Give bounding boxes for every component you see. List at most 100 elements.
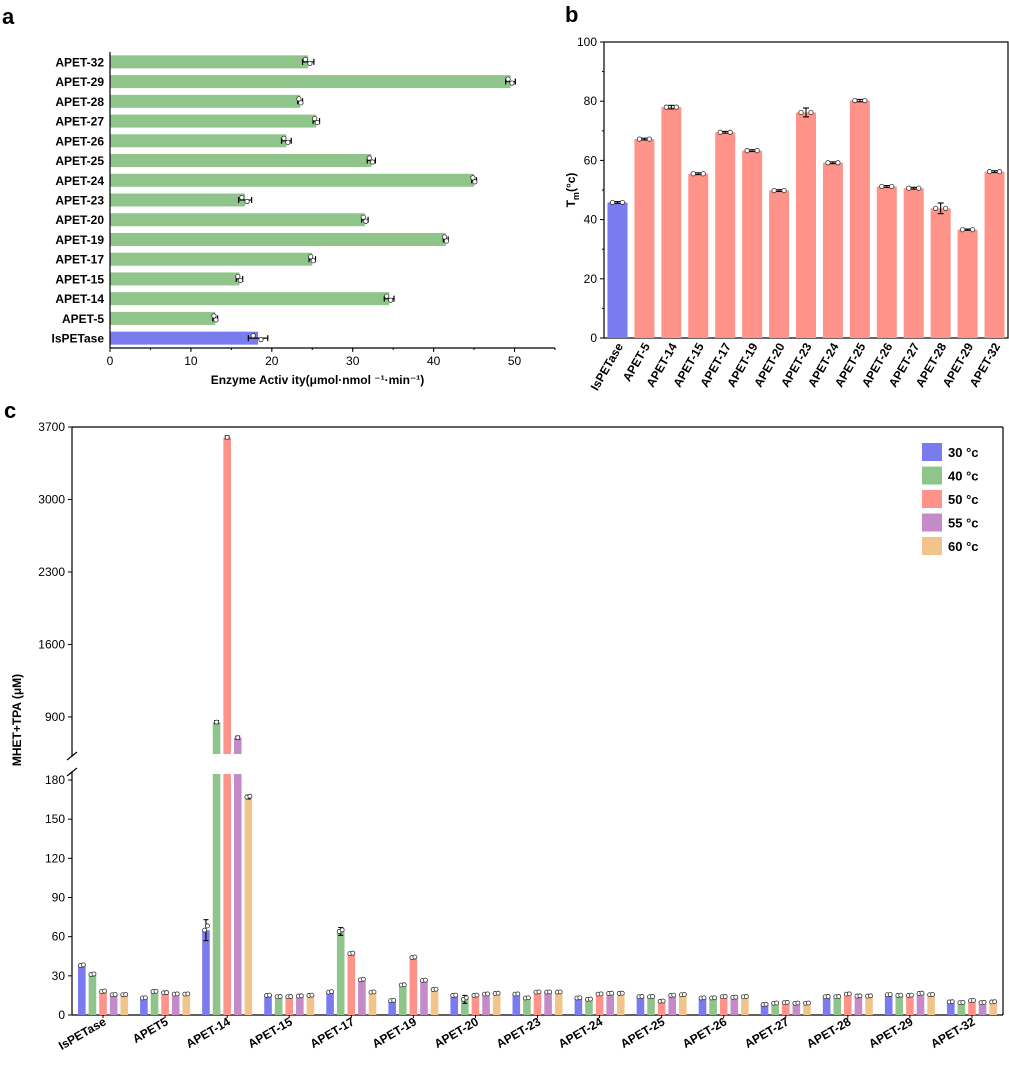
c-point-1-0 bbox=[91, 971, 97, 977]
c-axis-break-mark bbox=[66, 767, 78, 777]
c-point-1-3 bbox=[277, 994, 283, 999]
bar-c-s4-c5 bbox=[430, 989, 439, 1015]
a-point-11 bbox=[235, 273, 241, 280]
a-point-11 bbox=[237, 277, 244, 284]
c-point-1-14 bbox=[960, 999, 966, 1005]
c-category-label-11: APET-27 bbox=[742, 1014, 791, 1051]
bar-c-s2-c12 bbox=[844, 994, 852, 1015]
bar-c-s4-c14 bbox=[989, 1001, 997, 1015]
bar-b-8 bbox=[822, 162, 843, 338]
bar-c-s0-c13 bbox=[884, 994, 893, 1015]
c-y-tick-label-lower-5: 150 bbox=[45, 812, 65, 826]
bar-a-13 bbox=[110, 311, 216, 325]
bar-c-s3-c1 bbox=[171, 994, 180, 1015]
c-point-3-0 bbox=[112, 992, 118, 997]
b-point-1 bbox=[636, 136, 643, 142]
bar-b-13 bbox=[957, 229, 978, 338]
bar-c-s3-c4 bbox=[358, 979, 366, 1015]
bar-a-7 bbox=[110, 193, 246, 207]
c-point-2-14 bbox=[971, 997, 976, 1003]
bar-b-3 bbox=[688, 173, 709, 338]
a-point-14 bbox=[250, 333, 256, 339]
b-y-tick-label-5: 100 bbox=[577, 35, 597, 49]
b-y-tick-label-4: 80 bbox=[584, 94, 598, 108]
c-point-0-5 bbox=[391, 997, 397, 1003]
c-point-4-0 bbox=[123, 992, 129, 997]
a-category-label-5: APET-25 bbox=[55, 154, 104, 168]
bar-c-s0-c8 bbox=[574, 998, 583, 1015]
c-point-2-4 bbox=[350, 950, 356, 956]
b-y-tick-label-1: 20 bbox=[584, 272, 598, 286]
a-point-3 bbox=[314, 119, 320, 126]
c-y-tick-label-lower-0: 0 bbox=[58, 1008, 65, 1022]
c-category-label-12: APET-28 bbox=[804, 1014, 853, 1051]
bar-c-s0-c3 bbox=[264, 995, 272, 1015]
c-point-1-2 bbox=[214, 719, 219, 725]
c-point-2-8 bbox=[598, 991, 604, 997]
c-y-tick-label-lower-6: 180 bbox=[45, 773, 65, 787]
a-category-label-0: APET-32 bbox=[55, 55, 104, 69]
b-y-tick-label-0: 0 bbox=[590, 331, 597, 345]
bar-c-s0-c6 bbox=[450, 995, 459, 1015]
c-y-tick-label-lower-4: 120 bbox=[45, 851, 65, 865]
c-point-3-6 bbox=[485, 991, 490, 997]
c-category-label-8: APET-24 bbox=[556, 1014, 605, 1051]
c-point-2-10 bbox=[722, 994, 728, 999]
bar-c-s0-c2 bbox=[202, 930, 210, 1015]
c-point-1-5 bbox=[401, 982, 407, 988]
a-x-tick-label-1: 10 bbox=[184, 354, 198, 368]
c-point-0-9 bbox=[639, 994, 645, 999]
bar-b-6 bbox=[769, 190, 790, 338]
c-point-3-11 bbox=[795, 1000, 801, 1006]
a-category-label-11: APET-15 bbox=[55, 272, 104, 286]
c-category-label-7: APET-23 bbox=[494, 1014, 543, 1051]
a-x-tick-label-0: 0 bbox=[107, 354, 114, 368]
c-point-1-13 bbox=[898, 992, 904, 998]
b-point-6 bbox=[771, 187, 777, 194]
a-point-8 bbox=[363, 218, 369, 224]
c-category-label-13: APET-29 bbox=[866, 1014, 915, 1051]
bar-a-0 bbox=[110, 55, 309, 69]
c-point-3-9 bbox=[671, 992, 677, 998]
bar-c-s2-c7 bbox=[533, 992, 542, 1015]
c-y-tick-label-lower-3: 90 bbox=[52, 891, 66, 905]
b-y-tick-label-3: 60 bbox=[584, 153, 598, 167]
a-category-label-7: APET-23 bbox=[55, 194, 104, 208]
bar-c-s3-c14 bbox=[978, 1002, 987, 1015]
b-point-12 bbox=[933, 205, 939, 211]
c-y-tick-label-upper-1: 1600 bbox=[38, 637, 65, 651]
a-category-label-6: APET-24 bbox=[55, 174, 104, 188]
b-point-5 bbox=[744, 148, 750, 154]
c-point-3-7 bbox=[547, 989, 552, 995]
c-point-0-8 bbox=[577, 995, 583, 1001]
a-category-label-10: APET-17 bbox=[55, 253, 104, 267]
c-point-0-3 bbox=[267, 992, 272, 998]
b-y-tick-label-2: 40 bbox=[584, 213, 598, 227]
a-x-tick-label-3: 30 bbox=[346, 354, 360, 368]
c-point-3-5 bbox=[423, 977, 428, 983]
c-point-0-12 bbox=[825, 994, 831, 999]
b-point-2 bbox=[663, 104, 669, 110]
a-point-13 bbox=[213, 317, 219, 323]
bar-c-s0-c5 bbox=[388, 1000, 396, 1015]
bar-c-s4-c13 bbox=[927, 994, 935, 1015]
bar-b-5 bbox=[742, 150, 763, 338]
bar-c-s2-c1 bbox=[161, 992, 169, 1015]
c-category-label-6: APET-20 bbox=[432, 1014, 481, 1051]
b-point-0 bbox=[619, 199, 626, 206]
b-point-10 bbox=[889, 183, 895, 190]
c-point-1-6 bbox=[463, 995, 469, 1001]
bar-c-s2-c2 bbox=[223, 437, 231, 754]
c-point-4-12 bbox=[868, 993, 873, 999]
a-point-5 bbox=[366, 155, 372, 161]
b-y-axis-title-main: T bbox=[564, 199, 578, 207]
b-point-12 bbox=[943, 205, 949, 211]
bar-a-4 bbox=[110, 134, 287, 148]
bar-c-s1-c11 bbox=[771, 1003, 779, 1015]
bar-c-s4-c11 bbox=[803, 1003, 811, 1015]
b-point-9 bbox=[862, 98, 868, 104]
bar-a-11 bbox=[110, 272, 240, 286]
bar-c-s1-c2 bbox=[212, 774, 221, 1015]
legend-swatch-0 bbox=[922, 443, 942, 461]
b-point-13 bbox=[969, 227, 976, 233]
